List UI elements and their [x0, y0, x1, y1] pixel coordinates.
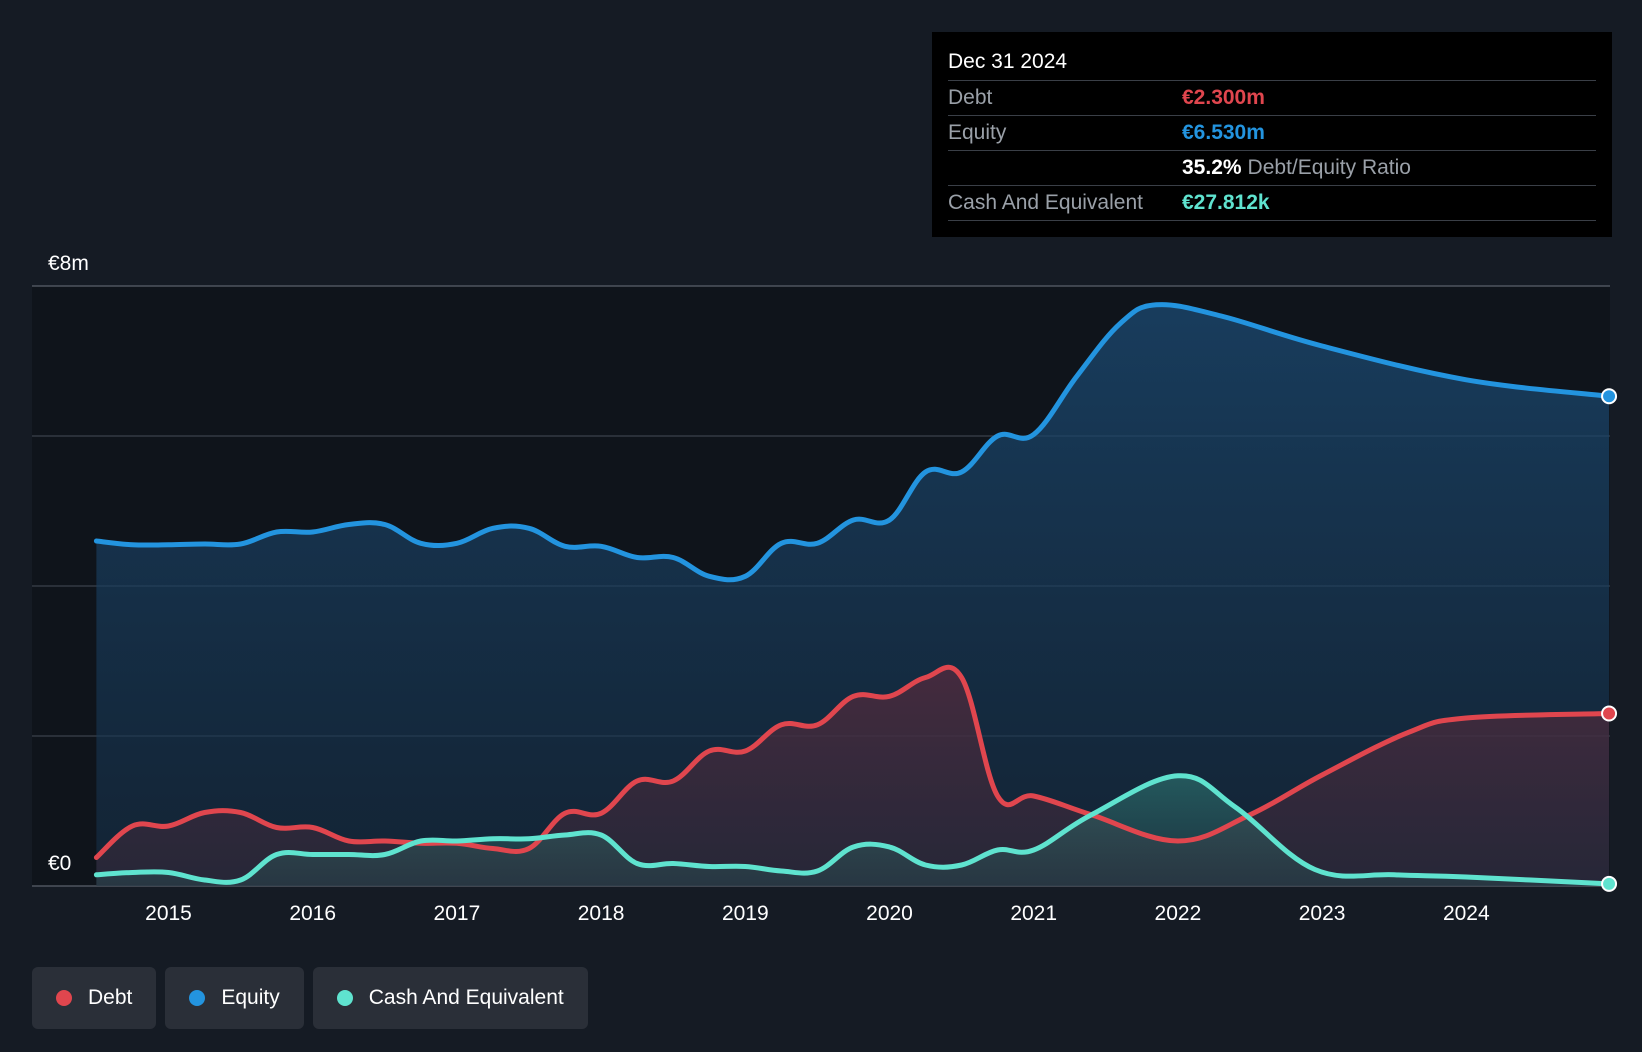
tooltip-ratio-value: 35.2% [1182, 156, 1242, 179]
x-tick-label: 2019 [722, 902, 769, 925]
tooltip-panel: Dec 31 2024 Debt €2.300m Equity €6.530m … [932, 32, 1612, 237]
x-tick-label: 2023 [1299, 902, 1346, 925]
series-lines [93, 302, 1612, 887]
tooltip-row-equity: Equity €6.530m [948, 116, 1596, 150]
tooltip-cash-label: Cash And Equivalent [948, 191, 1143, 214]
tooltip-equity-label: Equity [948, 121, 1007, 144]
tooltip-ratio-spacer [948, 151, 1182, 185]
equity-dot-icon [189, 990, 206, 1006]
tooltip-row-debt: Debt €2.300m [948, 81, 1596, 116]
cash-area [96, 775, 1610, 886]
debt-end-marker[interactable] [1601, 705, 1618, 722]
y-axis-ticks: €8m €0 [48, 252, 89, 875]
tooltip-equity-value: €6.530m [1182, 121, 1265, 144]
cash-line [93, 773, 1612, 887]
legend-debt-label: Debt [88, 986, 133, 1009]
legend-item-debt[interactable]: Debt [32, 967, 157, 1029]
x-tick-label: 2021 [1010, 902, 1057, 925]
x-axis-ticks: 2015 2016 2017 2018 2019 2020 2021 2022 2023 2024 [145, 902, 1490, 925]
end-markers [1601, 388, 1618, 892]
debt-line [93, 664, 1612, 860]
x-tick-label: 2018 [578, 902, 625, 925]
debt-dot-icon [56, 990, 72, 1006]
tooltip-cash-value: €27.812k [1182, 191, 1270, 214]
legend-equity-label: Equity [221, 986, 280, 1009]
tooltip-ratio-label: Debt/Equity Ratio [1247, 156, 1411, 179]
legend-cash-label: Cash And Equivalent [368, 986, 564, 1009]
tooltip-row-ratio: 35.2% Debt/Equity Ratio [948, 150, 1596, 186]
x-tick-label: 2020 [866, 902, 913, 925]
x-tick-label: 2022 [1155, 902, 1202, 925]
x-tick-label: 2016 [289, 902, 336, 925]
cash-dot-icon [336, 990, 353, 1006]
x-tick-label: 2015 [145, 902, 192, 925]
equity-line [93, 302, 1612, 583]
series-areas [96, 304, 1610, 886]
x-tick-label: 2024 [1443, 902, 1490, 925]
cash-end-marker[interactable] [1601, 875, 1618, 892]
tooltip-date: Dec 31 2024 [948, 44, 1596, 81]
tooltip-debt-label: Debt [948, 86, 993, 109]
equity-end-marker[interactable] [1601, 388, 1618, 405]
tooltip-row-cash: Cash And Equivalent €27.812k [948, 186, 1596, 221]
equity-area [96, 304, 1610, 886]
y-min-label: €0 [48, 852, 71, 875]
x-tick-label: 2017 [434, 902, 481, 925]
tooltip-debt-value: €2.300m [1182, 86, 1265, 109]
y-max-label: €8m [48, 252, 89, 275]
legend-item-cash[interactable]: Cash And Equivalent [312, 967, 588, 1029]
legend: Debt Equity Cash And Equivalent [32, 967, 588, 1029]
legend-item-equity[interactable]: Equity [165, 967, 304, 1029]
